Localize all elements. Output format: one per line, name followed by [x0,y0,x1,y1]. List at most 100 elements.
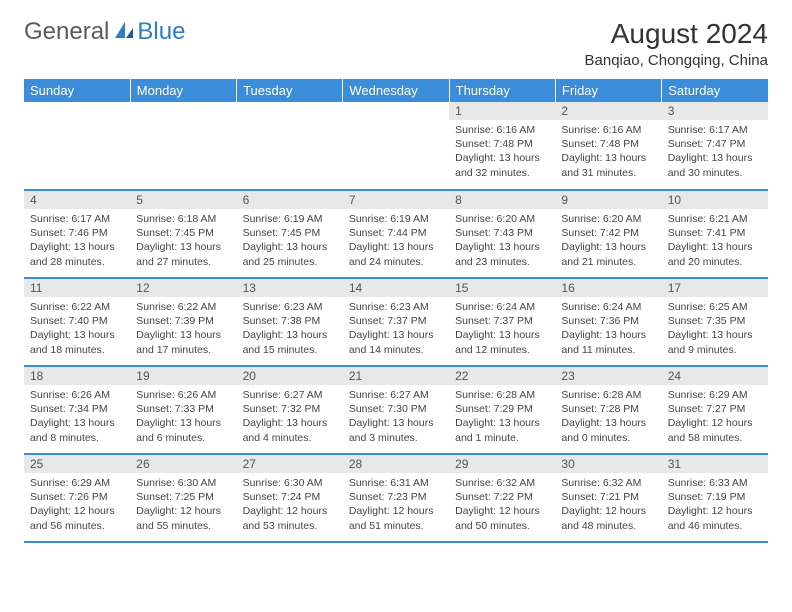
day-content: Sunrise: 6:32 AMSunset: 7:21 PMDaylight:… [555,473,661,537]
daylight-line: Daylight: 13 hours and 18 minutes. [30,328,124,356]
sunset-line: Sunset: 7:24 PM [243,490,337,504]
weekday-header: Tuesday [237,79,343,102]
day-number: 24 [662,367,768,385]
sail-icon [113,20,135,45]
sunrise-line: Sunrise: 6:26 AM [136,388,230,402]
daylight-line: Daylight: 12 hours and 55 minutes. [136,504,230,532]
calendar-table: SundayMondayTuesdayWednesdayThursdayFrid… [24,79,768,543]
sunrise-line: Sunrise: 6:19 AM [349,212,443,226]
calendar-day-cell: 27Sunrise: 6:30 AMSunset: 7:24 PMDayligh… [237,454,343,542]
daylight-line: Daylight: 13 hours and 23 minutes. [455,240,549,268]
day-number: 26 [130,455,236,473]
day-number: 7 [343,191,449,209]
sunrise-line: Sunrise: 6:26 AM [30,388,124,402]
daylight-line: Daylight: 12 hours and 51 minutes. [349,504,443,532]
sunset-line: Sunset: 7:44 PM [349,226,443,240]
calendar-day-cell: 28Sunrise: 6:31 AMSunset: 7:23 PMDayligh… [343,454,449,542]
weekday-header: Thursday [449,79,555,102]
calendar-day-cell: 22Sunrise: 6:28 AMSunset: 7:29 PMDayligh… [449,366,555,454]
sunset-line: Sunset: 7:33 PM [136,402,230,416]
day-number: 17 [662,279,768,297]
day-number: 20 [237,367,343,385]
day-content: Sunrise: 6:25 AMSunset: 7:35 PMDaylight:… [662,297,768,361]
day-number: 19 [130,367,236,385]
sunset-line: Sunset: 7:30 PM [349,402,443,416]
calendar-day-cell: 9Sunrise: 6:20 AMSunset: 7:42 PMDaylight… [555,190,661,278]
sunrise-line: Sunrise: 6:23 AM [243,300,337,314]
day-content: Sunrise: 6:30 AMSunset: 7:25 PMDaylight:… [130,473,236,537]
sunrise-line: Sunrise: 6:32 AM [561,476,655,490]
sunrise-line: Sunrise: 6:18 AM [136,212,230,226]
calendar-day-cell: 12Sunrise: 6:22 AMSunset: 7:39 PMDayligh… [130,278,236,366]
calendar-week-row: 4Sunrise: 6:17 AMSunset: 7:46 PMDaylight… [24,190,768,278]
weekday-header-row: SundayMondayTuesdayWednesdayThursdayFrid… [24,79,768,102]
day-number: 27 [237,455,343,473]
logo-text-general: General [24,18,109,46]
logo-text-blue: Blue [137,18,185,46]
sunrise-line: Sunrise: 6:21 AM [668,212,762,226]
daylight-line: Daylight: 12 hours and 53 minutes. [243,504,337,532]
calendar-body: 1 Sunrise: 6:16 AM Sunset: 7:48 PM Daylight… [24,102,768,542]
sunrise-line: Sunrise: 6:31 AM [349,476,443,490]
sunset-line: Sunset: 7:26 PM [30,490,124,504]
day-content: Sunrise: 6:27 AMSunset: 7:30 PMDaylight:… [343,385,449,449]
sunrise-line: Sunrise: 6:16 AM [561,123,655,137]
day-content: Sunrise: 6:23 AMSunset: 7:38 PMDaylight:… [237,297,343,361]
daylight-line: Daylight: 13 hours and 17 minutes. [136,328,230,356]
sunrise-line: Sunrise: 6:20 AM [455,212,549,226]
calendar-day-cell: 30Sunrise: 6:32 AMSunset: 7:21 PMDayligh… [555,454,661,542]
sunset-line: Sunset: 7:21 PM [561,490,655,504]
sunset-line: Sunset: 7:37 PM [349,314,443,328]
daylight-line: Daylight: 13 hours and 27 minutes. [136,240,230,268]
sunset-line: Sunset: 7:48 PM [455,137,549,151]
sunrise-line: Sunrise: 6:29 AM [30,476,124,490]
sunset-line: Sunset: 7:38 PM [243,314,337,328]
logo: General Blue [24,18,185,46]
daylight-line: Daylight: 13 hours and 20 minutes. [668,240,762,268]
location: Banqiao, Chongqing, China [585,52,768,69]
header: General Blue August 2024 Banqiao, Chongq… [24,18,768,69]
calendar-day-cell: 26Sunrise: 6:30 AMSunset: 7:25 PMDayligh… [130,454,236,542]
calendar-week-row: 11Sunrise: 6:22 AMSunset: 7:40 PMDayligh… [24,278,768,366]
daylight-line: Daylight: 12 hours and 56 minutes. [30,504,124,532]
day-content: Sunrise: 6:24 AMSunset: 7:37 PMDaylight:… [449,297,555,361]
calendar-day-cell: 17Sunrise: 6:25 AMSunset: 7:35 PMDayligh… [662,278,768,366]
day-number: 6 [237,191,343,209]
calendar-day-cell: 29Sunrise: 6:32 AMSunset: 7:22 PMDayligh… [449,454,555,542]
sunrise-line: Sunrise: 6:24 AM [455,300,549,314]
day-content: Sunrise: 6:29 AMSunset: 7:26 PMDaylight:… [24,473,130,537]
day-number: 11 [24,279,130,297]
day-content: Sunrise: 6:31 AMSunset: 7:23 PMDaylight:… [343,473,449,537]
day-number: 1 [449,102,555,120]
day-content: Sunrise: 6:26 AMSunset: 7:33 PMDaylight:… [130,385,236,449]
day-number: 16 [555,279,661,297]
day-number: 14 [343,279,449,297]
daylight-line: Daylight: 13 hours and 31 minutes. [561,151,655,179]
day-number: 22 [449,367,555,385]
sunset-line: Sunset: 7:22 PM [455,490,549,504]
daylight-line: Daylight: 13 hours and 6 minutes. [136,416,230,444]
sunrise-line: Sunrise: 6:22 AM [136,300,230,314]
day-content: Sunrise: 6:28 AMSunset: 7:29 PMDaylight:… [449,385,555,449]
calendar-day-cell: 20Sunrise: 6:27 AMSunset: 7:32 PMDayligh… [237,366,343,454]
sunset-line: Sunset: 7:42 PM [561,226,655,240]
sunset-line: Sunset: 7:41 PM [668,226,762,240]
daylight-line: Daylight: 13 hours and 4 minutes. [243,416,337,444]
day-number: 3 [662,102,768,120]
calendar-day-cell: 4Sunrise: 6:17 AMSunset: 7:46 PMDaylight… [24,190,130,278]
day-content: Sunrise: 6:26 AMSunset: 7:34 PMDaylight:… [24,385,130,449]
daylight-line: Daylight: 13 hours and 24 minutes. [349,240,443,268]
calendar-day-cell: 6Sunrise: 6:19 AMSunset: 7:45 PMDaylight… [237,190,343,278]
day-content: Sunrise: 6:23 AMSunset: 7:37 PMDaylight:… [343,297,449,361]
sunset-line: Sunset: 7:43 PM [455,226,549,240]
sunrise-line: Sunrise: 6:27 AM [349,388,443,402]
daylight-line: Daylight: 13 hours and 14 minutes. [349,328,443,356]
daylight-line: Daylight: 13 hours and 11 minutes. [561,328,655,356]
sunset-line: Sunset: 7:40 PM [30,314,124,328]
daylight-line: Daylight: 12 hours and 50 minutes. [455,504,549,532]
day-content: Sunrise: 6:20 AMSunset: 7:43 PMDaylight:… [449,209,555,273]
sunrise-line: Sunrise: 6:20 AM [561,212,655,226]
sunset-line: Sunset: 7:25 PM [136,490,230,504]
calendar-day-cell: 24Sunrise: 6:29 AMSunset: 7:27 PMDayligh… [662,366,768,454]
sunset-line: Sunset: 7:37 PM [455,314,549,328]
